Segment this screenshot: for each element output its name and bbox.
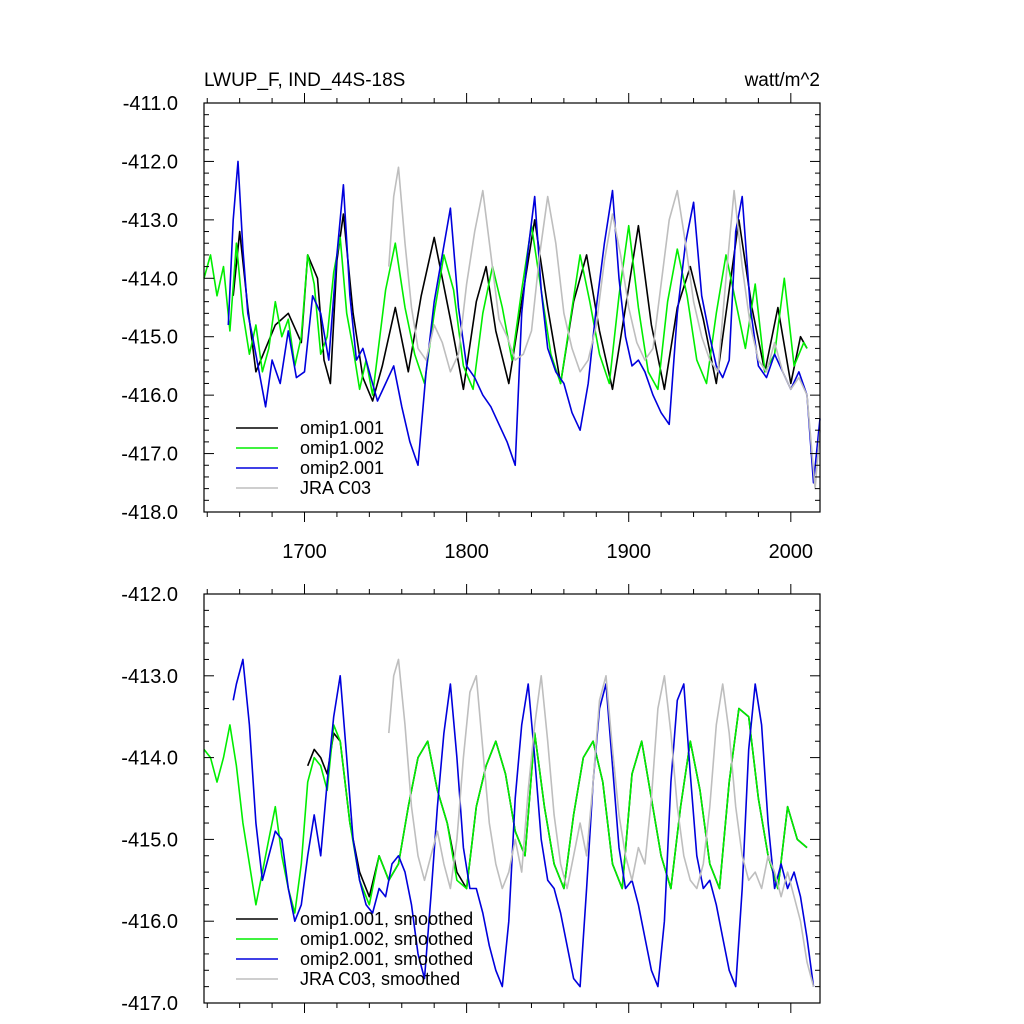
top-axes: -411.0 -412.0 -413.0 -414.0 -415.0 -416.0 -417… (121, 93, 821, 563)
bottom-ytick-label: -417.0 (121, 993, 178, 1015)
top-series-line-1 (203, 224, 808, 396)
top-ytick-label: -418.0 (121, 502, 178, 524)
bottom-series-line-1 (203, 707, 808, 914)
bottom-legend-label: omip1.002, smoothed (300, 929, 473, 949)
top-ytick-label: -415.0 (121, 327, 178, 349)
top-ytick-label: -416.0 (121, 385, 178, 407)
bottom-ytick-label: -413.0 (121, 666, 178, 688)
top-xtick-label: 1900 (606, 541, 651, 563)
units-label: watt/m^2 (744, 70, 820, 91)
top-xtick-label: 1800 (444, 541, 489, 563)
bottom-series-line-3 (388, 658, 815, 987)
top-legend-label: omip1.002 (300, 438, 384, 458)
top-legend-label: omip2.001 (300, 458, 384, 478)
top-ytick-label: -412.0 (121, 151, 178, 173)
top-xtick-label: 1700 (282, 541, 327, 563)
top-series-line-3 (388, 166, 821, 490)
bottom-ytick-label: -412.0 (121, 584, 178, 606)
top-series-line-2 (227, 160, 821, 484)
chart-title: LWUP_F, IND_44S-18S (204, 70, 405, 91)
bottom-series-lines (203, 658, 815, 988)
top-series-line-0 (232, 213, 808, 402)
top-ytick-label: -417.0 (121, 444, 178, 466)
bottom-ytick-label: -414.0 (121, 748, 178, 770)
top-series-lines (203, 160, 821, 490)
bottom-panel: -412.0 -413.0 -414.0 -415.0 -416.0 -417.0 omi… (121, 584, 821, 1015)
top-xtick-label: 2000 (769, 541, 814, 563)
top-ytick-label: -414.0 (121, 268, 178, 290)
bottom-legend-label: omip2.001, smoothed (300, 949, 473, 969)
bottom-legend-label: JRA C03, smoothed (300, 969, 460, 989)
bottom-axes: -412.0 -413.0 -414.0 -415.0 -416.0 -417.0 (121, 584, 821, 1015)
top-plot-frame (203, 102, 821, 513)
bottom-legend-label: omip1.001, smoothed (300, 909, 473, 929)
bottom-ytick-label: -416.0 (121, 911, 178, 933)
bottom-ytick-label: -415.0 (121, 829, 178, 851)
top-legend-label: JRA C03 (300, 478, 371, 498)
bottom-series-line-2 (232, 658, 815, 988)
top-legend-label: omip1.001 (300, 418, 384, 438)
top-ytick-label: -411.0 (123, 93, 178, 115)
top-panel: -411.0 -412.0 -413.0 -414.0 -415.0 -416.0 -417… (121, 93, 821, 563)
bottom-series-line-0 (306, 707, 808, 898)
top-ytick-label: -413.0 (121, 210, 178, 232)
bottom-plot-frame (203, 593, 821, 1004)
